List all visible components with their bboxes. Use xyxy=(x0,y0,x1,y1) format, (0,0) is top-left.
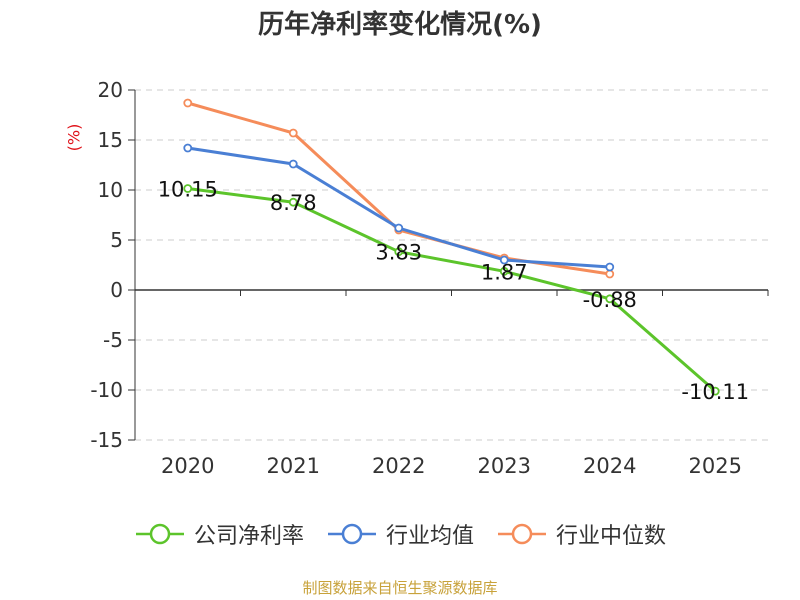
y-tick-label: 20 xyxy=(98,78,123,102)
data-point xyxy=(183,98,193,108)
legend-item[interactable]: 公司净利率 xyxy=(134,518,304,550)
data-point xyxy=(288,128,298,138)
data-label: 3.83 xyxy=(375,241,422,265)
data-label: -10.11 xyxy=(681,380,749,404)
legend-label: 行业均值 xyxy=(385,524,474,549)
series-line-0 xyxy=(187,187,717,393)
legend-line-circle-icon xyxy=(327,523,376,545)
legend-label: 行业中位数 xyxy=(556,524,667,549)
x-tick-label: 2020 xyxy=(161,454,214,478)
data-label: 10.15 xyxy=(158,178,218,202)
x-tick-label: 2021 xyxy=(267,454,320,478)
data-point xyxy=(605,294,615,304)
y-tick-label: 0 xyxy=(110,278,123,302)
chart-plot-area: 20 15 10 5 0 -5 -10 -15 2020 2021 2022 2023 2024 2025… xyxy=(90,78,769,478)
data-label: -0.88 xyxy=(583,288,637,312)
legend-item[interactable]: 行业均值 xyxy=(326,518,474,550)
data-point xyxy=(288,197,298,207)
legend-item[interactable]: 行业中位数 xyxy=(496,518,666,550)
y-tick-label: 15 xyxy=(98,128,123,152)
data-label: 8.78 xyxy=(270,191,317,215)
data-point xyxy=(394,247,404,257)
y-tick-label: -15 xyxy=(90,428,123,452)
x-tick-label: 2023 xyxy=(478,454,531,478)
source-note: 制图数据来自恒生聚源数据库 xyxy=(302,579,498,597)
legend-line-circle-icon xyxy=(135,523,184,545)
y-tick-label: -10 xyxy=(90,378,123,402)
data-point xyxy=(183,184,193,193)
y-tick-label: 5 xyxy=(110,228,123,252)
x-tick-label: 2024 xyxy=(583,454,636,478)
data-label: 1.87 xyxy=(481,260,528,284)
data-point xyxy=(394,223,404,233)
chart-title: 历年净利率变化情况(%) xyxy=(258,10,542,40)
data-point xyxy=(605,269,615,279)
y-tick-label: -5 xyxy=(103,328,123,352)
data-point xyxy=(710,386,720,396)
y-tick-label: 10 xyxy=(98,178,123,202)
x-tick-label: 2025 xyxy=(689,454,742,478)
x-tick-label: 2022 xyxy=(372,454,425,478)
legend: 公司净利率 行业均值 行业中位数 xyxy=(0,518,800,550)
legend-label: 公司净利率 xyxy=(193,524,304,549)
data-point xyxy=(183,143,193,153)
legend-line-circle-icon xyxy=(498,523,546,545)
data-point xyxy=(499,266,509,276)
data-point xyxy=(605,262,615,272)
data-point xyxy=(288,159,298,169)
data-point xyxy=(499,255,509,265)
